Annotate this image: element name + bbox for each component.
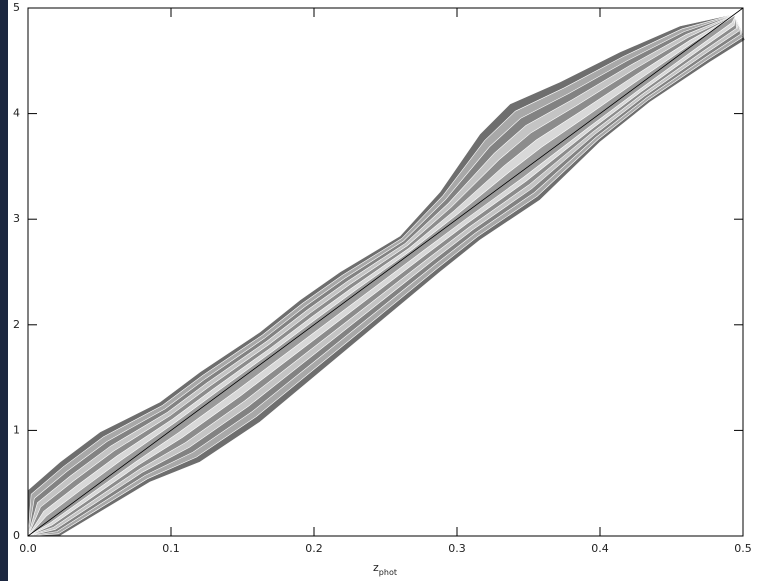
reference-line	[27, 7, 744, 537]
x-tick-label: 0.1	[162, 542, 180, 555]
y-tick-label: 5	[13, 1, 20, 14]
contour-bands	[27, 13, 746, 537]
y-tick-label: 0	[13, 529, 20, 542]
plot-frame	[27, 7, 744, 537]
y-tick-label: 2	[13, 318, 20, 331]
x-tick-label: 0.0	[19, 542, 37, 555]
x-tick-label: 0.2	[305, 542, 323, 555]
y-tick-label: 3	[13, 212, 20, 225]
x-tick-label: 0.3	[448, 542, 466, 555]
edge-strip	[0, 0, 8, 581]
x-label-main: z	[373, 561, 379, 574]
x-tick-label: 0.5	[734, 542, 752, 555]
y-tick-label: 4	[13, 107, 20, 120]
x-label-sub: phot	[379, 568, 397, 577]
x-axis-label: zphot	[373, 561, 397, 577]
x-tick-label: 0.4	[591, 542, 609, 555]
y-tick-label: 1	[13, 423, 20, 436]
